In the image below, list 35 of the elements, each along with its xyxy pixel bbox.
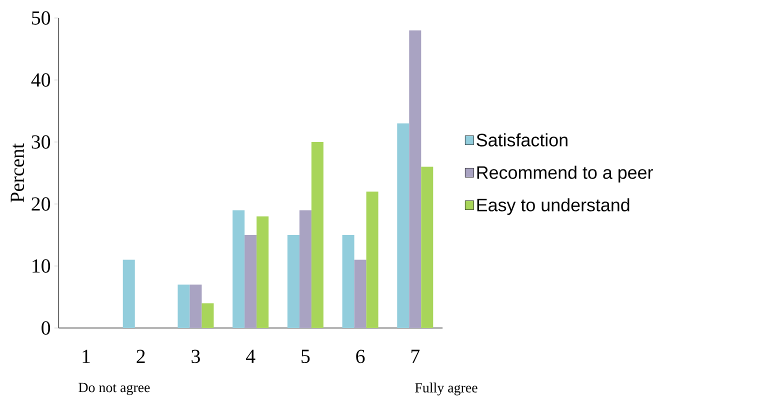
bar [190,284,202,328]
bar [178,284,190,328]
bar [342,235,354,328]
y-tick-label: 0 [42,321,50,335]
bar [244,235,257,328]
legend-label: Recommend to a peer [477,166,653,182]
x-tick-label: 5 [302,350,310,364]
bar [232,210,245,328]
bar [299,210,312,328]
legend-label: Satisfaction [476,133,568,146]
legend-label: Easy to understand [477,198,630,215]
bar [421,166,434,328]
bar [409,30,422,328]
bar [354,260,366,328]
text: Do not agree [78,382,150,396]
bar [366,192,378,328]
bar [202,303,214,328]
x-tick-label: 2 [136,350,145,363]
bar [397,123,410,328]
x-tick-label: 6 [356,350,365,364]
y-tick-label: 10 [32,259,50,273]
bar [287,235,300,328]
text: Fully agree [415,382,478,396]
y-tick-label: 30 [32,135,50,149]
y-axis-title: Percent [10,143,24,202]
y-tick-label: 20 [32,197,50,211]
y-tick-label: 40 [31,73,50,87]
bar [256,216,269,328]
x-tick-label: 4 [246,350,256,363]
bar [122,260,135,328]
bar [311,142,324,328]
y-tick-label: 50 [32,11,50,25]
x-tick-label: 7 [411,350,420,363]
x-tick-label: 1 [82,350,90,363]
x-tick-label: 3 [192,350,200,364]
